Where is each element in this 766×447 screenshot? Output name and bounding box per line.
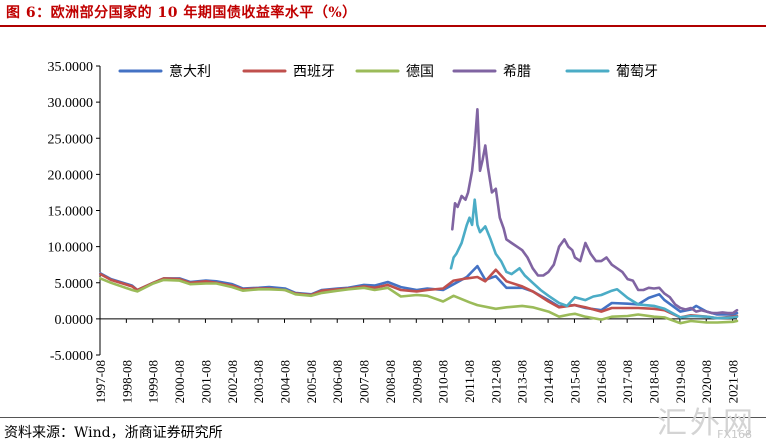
x-tick-label: 2004-08 (278, 360, 293, 403)
x-tick-label: 2001-08 (198, 360, 213, 403)
y-tick-label: 0.0000 (55, 313, 94, 328)
x-tick-label: 2015-08 (567, 360, 582, 403)
x-tick-label: 2011-08 (462, 360, 477, 403)
y-tick-label: 30.0000 (48, 96, 94, 111)
legend-item-3: 德国 (355, 64, 434, 80)
source-rule (0, 417, 766, 418)
x-tick-label: 2013-08 (515, 360, 530, 403)
x-tick-label: 1997-08 (93, 360, 108, 403)
x-tick-label: 2005-08 (304, 360, 319, 403)
y-tick-label: 15.0000 (48, 205, 94, 220)
x-tick-label: 1999-08 (146, 360, 161, 403)
legend-label: 西班牙 (293, 64, 335, 80)
figure-title: 图 6：欧洲部分国家的 10 年期国债收益率水平（%） (6, 5, 357, 21)
legend-label: 葡萄牙 (616, 64, 658, 80)
y-tick-label: -5.0000 (50, 349, 93, 364)
x-tick-label: 2014-08 (541, 360, 556, 403)
series-layer (99, 108, 739, 325)
x-tick-label: 1998-08 (119, 360, 134, 403)
watermark-logo: 汇外网 (657, 406, 756, 441)
x-tick-label: 2007-08 (357, 360, 372, 403)
series-line-4 (451, 108, 739, 315)
legend-label: 希腊 (503, 64, 531, 80)
series-line-2 (99, 268, 739, 320)
legend-label: 德国 (406, 64, 434, 80)
x-tick-label: 2021-08 (726, 360, 741, 403)
y-axis: -5.0000 0.0000 5.0000 10.0000 15.0000 20.0000… (48, 60, 100, 364)
series-line-5 (449, 198, 739, 320)
y-tick-label: 10.0000 (48, 241, 94, 256)
title-rule (0, 25, 766, 27)
legend-item-5: 葡萄牙 (565, 64, 658, 80)
watermark-sub: FX168 (717, 428, 752, 441)
x-tick-label: 2010-08 (436, 360, 451, 403)
source-note: 资料来源：Wind，浙商证券研究所 (4, 425, 223, 441)
legend-item-2: 西班牙 (242, 64, 335, 80)
x-tick-label: 2002-08 (225, 360, 240, 403)
x-tick-label: 2017-08 (620, 360, 635, 403)
series-line-3 (99, 277, 739, 325)
legend-item-4: 希腊 (452, 64, 531, 80)
x-axis: 1997-08 1998-08 1999-08 2000-08 2001-08 2002-… (93, 318, 741, 403)
x-tick-label: 2008-08 (383, 360, 398, 403)
y-tick-label: 20.0000 (48, 168, 94, 183)
x-tick-label: 2003-08 (251, 360, 266, 403)
legend-item-1: 意大利 (118, 63, 211, 80)
line-chart: -5.0000 0.0000 5.0000 10.0000 15.0000 20.0000… (48, 60, 741, 403)
x-tick-label: 2019-08 (673, 360, 688, 403)
x-tick-label: 2012-08 (488, 360, 503, 403)
x-tick-label: 2000-08 (172, 360, 187, 403)
y-tick-label: 35.0000 (48, 60, 94, 75)
legend: 意大利 西班牙 德国 希腊 葡萄牙 (118, 63, 658, 80)
legend-label: 意大利 (169, 63, 211, 80)
y-tick-label: 5.0000 (55, 277, 94, 292)
x-tick-label: 2020-08 (699, 360, 714, 403)
y-tick-label: 25.0000 (48, 132, 94, 147)
plot-area (99, 66, 737, 355)
x-tick-label: 2018-08 (647, 360, 662, 403)
x-tick-label: 2009-08 (409, 360, 424, 403)
x-tick-label: 2006-08 (330, 360, 345, 403)
x-tick-label: 2016-08 (594, 360, 609, 403)
